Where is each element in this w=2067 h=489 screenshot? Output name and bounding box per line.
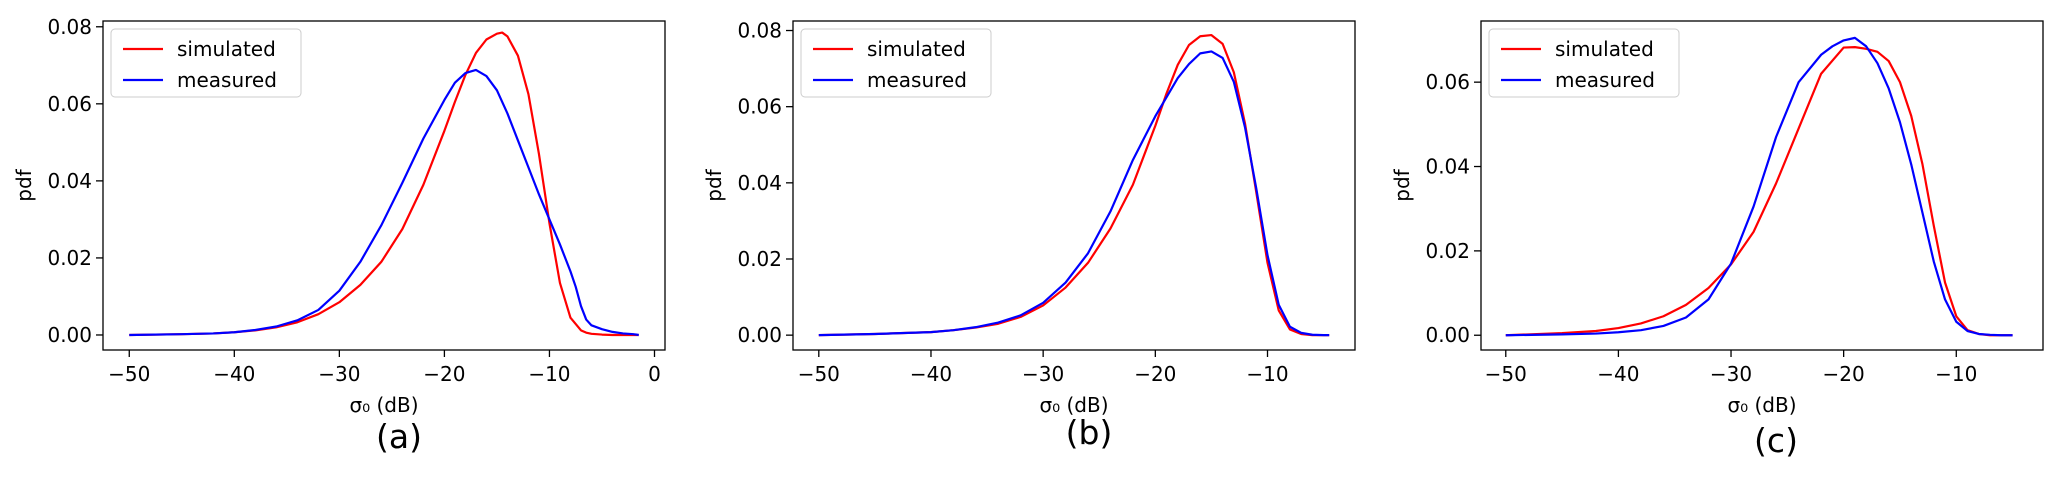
y-tick-label: 0.02 [1425, 239, 1470, 263]
x-tick-label: −20 [1823, 362, 1865, 386]
series-line-simulated [129, 31, 639, 337]
x-tick-label: −40 [213, 362, 255, 386]
y-axis-label: pdf [1390, 168, 1414, 201]
x-axis-label: σ₀ (dB) [1727, 393, 1796, 417]
x-tick-label: −20 [1134, 362, 1176, 386]
y-tick-label: 0.08 [737, 19, 782, 43]
y-tick-label: 0.04 [47, 169, 92, 193]
x-tick-label: 0 [648, 362, 661, 386]
panel-caption: (b) [1066, 413, 1113, 452]
x-tick-label: −50 [798, 362, 840, 386]
x-tick-label: −40 [910, 362, 952, 386]
chart-panel-3: −50 −40 −30 −20 −10 0.00 0.02 0.04 0.06 σ₀ (dB) pd… [1390, 20, 2044, 460]
y-tick-label: 0.00 [737, 323, 782, 347]
series-line-simulated [1505, 46, 2013, 337]
x-tick-label: −40 [1597, 362, 1639, 386]
x-tick-label: −10 [1935, 362, 1977, 386]
y-tick-label: 0.04 [737, 171, 782, 195]
legend-label-simulated: simulated [867, 37, 966, 61]
y-tick-label: 0.02 [47, 246, 92, 270]
legend-label-simulated: simulated [1555, 37, 1654, 61]
legend-label-measured: measured [867, 68, 967, 92]
y-tick-label: 0.06 [47, 92, 92, 116]
legend-label-simulated: simulated [177, 37, 276, 61]
x-tick-label: −30 [318, 362, 360, 386]
x-axis-label: σ₀ (dB) [349, 393, 418, 417]
plot-frame [792, 20, 1356, 351]
y-tick-label: 0.08 [47, 15, 92, 39]
plot-frame [1480, 20, 2044, 351]
x-tick-label: −30 [1710, 362, 1752, 386]
y-tick-label: 0.04 [1425, 155, 1470, 179]
x-axis-label: σ₀ (dB) [1039, 393, 1108, 417]
series-line-measured [818, 50, 1330, 337]
y-axis-label: pdf [702, 168, 726, 201]
y-tick-label: 0.00 [1425, 323, 1470, 347]
x-tick-label: −10 [528, 362, 570, 386]
y-tick-label: 0.06 [737, 95, 782, 119]
y-tick-label: 0.00 [47, 323, 92, 347]
panel-caption: (c) [1754, 421, 1798, 460]
x-tick-label: −50 [108, 362, 150, 386]
panel-caption: (a) [376, 417, 422, 456]
x-tick-label: −10 [1246, 362, 1288, 386]
y-tick-label: 0.02 [737, 247, 782, 271]
legend-label-measured: measured [1555, 68, 1655, 92]
x-tick-label: −30 [1022, 362, 1064, 386]
series-line-measured [129, 68, 639, 337]
y-axis-label: pdf [12, 168, 36, 201]
chart-panel-1: −50 −40 −30 −20 −10 0 0.00 0.02 0.04 0.06 0.08 σ₀ (… [12, 15, 666, 456]
x-tick-label: −20 [423, 362, 465, 386]
series-line-measured [1505, 36, 2013, 337]
x-tick-label: −50 [1485, 362, 1527, 386]
chart-panel-2: −50 −40 −30 −20 −10 0.00 0.02 0.04 0.06 0.08 σ₀ (d… [702, 19, 1356, 452]
y-tick-label: 0.06 [1425, 70, 1470, 94]
plot-frame [102, 20, 666, 351]
legend-label-measured: measured [177, 68, 277, 92]
